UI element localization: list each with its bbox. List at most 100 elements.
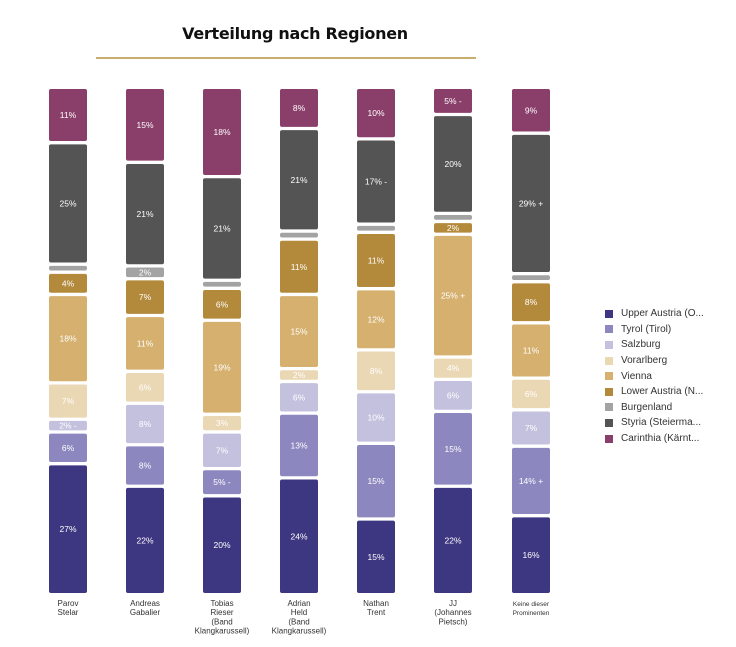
- data-label: 6%: [62, 443, 75, 453]
- bar-segment: [203, 89, 241, 175]
- data-label: 15%: [367, 476, 384, 486]
- bar-segment: [357, 225, 395, 231]
- data-label: 10%: [367, 108, 384, 118]
- data-label: 4%: [62, 278, 75, 288]
- bar-segment: [280, 414, 318, 477]
- bar-segment: [434, 235, 472, 356]
- category-label: Gabalier: [130, 608, 161, 617]
- data-label: 7%: [216, 445, 229, 455]
- data-label: 16%: [522, 550, 539, 560]
- legend-swatch: [605, 372, 613, 381]
- bar-segment: [203, 178, 241, 279]
- bar-segment: [434, 223, 472, 233]
- category-label: Keine dieser: [513, 601, 550, 608]
- data-label: 15%: [367, 552, 384, 562]
- bar-segment: [203, 281, 241, 287]
- data-label: 21%: [136, 209, 153, 219]
- data-label: 2%: [139, 267, 152, 277]
- bar-segment: [434, 412, 472, 485]
- bar-segment: [434, 487, 472, 593]
- legend-item: Tyrol (Tirol): [605, 322, 704, 338]
- legend-item: Burgenland: [605, 400, 704, 416]
- category-label: JJ: [449, 599, 457, 608]
- category-label: Klangkarussell): [272, 627, 327, 636]
- bar-segment: [357, 393, 395, 442]
- legend-item: Upper Austria (O...: [605, 306, 704, 322]
- bar-segment: [512, 411, 550, 445]
- bar-segment: [126, 317, 164, 370]
- bar-segment: [512, 89, 550, 132]
- data-label: 8%: [525, 297, 538, 307]
- bar-segment: [434, 381, 472, 410]
- data-label: 29% +: [519, 198, 543, 208]
- bar-segment: [126, 446, 164, 485]
- legend-item: Vorarlberg: [605, 353, 704, 369]
- data-label: 8%: [139, 419, 152, 429]
- legend-label: Burgenland: [621, 401, 673, 413]
- data-label: 2%: [293, 370, 306, 380]
- data-label: 18%: [59, 334, 76, 344]
- data-label: 21%: [290, 175, 307, 185]
- category-label: Adrian: [287, 599, 310, 608]
- data-label: 15%: [444, 444, 461, 454]
- data-label: 22%: [136, 535, 153, 545]
- legend-item: Lower Austria (N...: [605, 384, 704, 400]
- data-label: 5% -: [213, 477, 231, 487]
- bar-segment: [512, 447, 550, 515]
- bar-segment: [203, 497, 241, 593]
- bar-segment: [126, 404, 164, 444]
- data-label: 11%: [523, 345, 540, 355]
- legend-swatch: [605, 418, 613, 427]
- legend-swatch: [605, 387, 613, 396]
- category-label: (Band: [211, 617, 232, 626]
- legend-item: Carinthia (Kärnt...: [605, 431, 704, 447]
- bar-segment: [357, 351, 395, 391]
- bar-segment: [434, 89, 472, 113]
- data-label: 15%: [290, 327, 307, 337]
- legend-label: Vienna: [621, 370, 652, 382]
- data-label: 6%: [525, 389, 538, 399]
- data-label: 17% -: [365, 177, 387, 187]
- data-label: 9%: [525, 105, 538, 115]
- bar-segment: [49, 420, 87, 431]
- bar-segment: [203, 289, 241, 319]
- bar-segment: [49, 384, 87, 418]
- data-label: 19%: [213, 362, 230, 372]
- bar-segment: [434, 116, 472, 212]
- bar-segment: [49, 273, 87, 293]
- bar-segment: [126, 89, 164, 161]
- legend-swatch: [605, 325, 613, 334]
- bar-segment: [357, 520, 395, 593]
- data-label: 5% -: [444, 96, 462, 106]
- legend-label: Salzburg: [621, 339, 661, 351]
- legend-label: Tyrol (Tirol): [621, 323, 672, 335]
- legend-item: Vienna: [605, 368, 704, 384]
- legend-label: Lower Austria (N...: [621, 386, 704, 398]
- data-label: 11%: [291, 262, 308, 272]
- category-label: Nathan: [363, 599, 389, 608]
- category-label: Klangkarussell): [195, 627, 250, 636]
- data-label: 6%: [216, 299, 229, 309]
- data-label: 6%: [447, 390, 460, 400]
- legend: Upper Austria (O... Tyrol (Tirol) Salzburg…: [605, 306, 704, 446]
- data-label: 21%: [213, 223, 230, 233]
- data-label: 12%: [367, 314, 384, 324]
- bar-segment: [126, 163, 164, 265]
- legend-swatch: [605, 309, 613, 318]
- data-label: 25%: [59, 198, 76, 208]
- bar-segment: [512, 283, 550, 322]
- bar-segment: [49, 89, 87, 142]
- bar-segment: [203, 321, 241, 413]
- data-label: 2%: [447, 223, 460, 233]
- bar-segment: [280, 89, 318, 127]
- data-label: 24%: [290, 531, 307, 541]
- legend-swatch: [605, 356, 613, 365]
- data-label: 27%: [59, 524, 76, 534]
- data-label: 18%: [213, 127, 230, 137]
- category-label: Prominenten: [513, 610, 550, 617]
- bar-segment: [280, 383, 318, 412]
- data-label: 7%: [525, 423, 538, 433]
- bar-segment: [49, 433, 87, 463]
- data-label: 2% -: [59, 421, 77, 431]
